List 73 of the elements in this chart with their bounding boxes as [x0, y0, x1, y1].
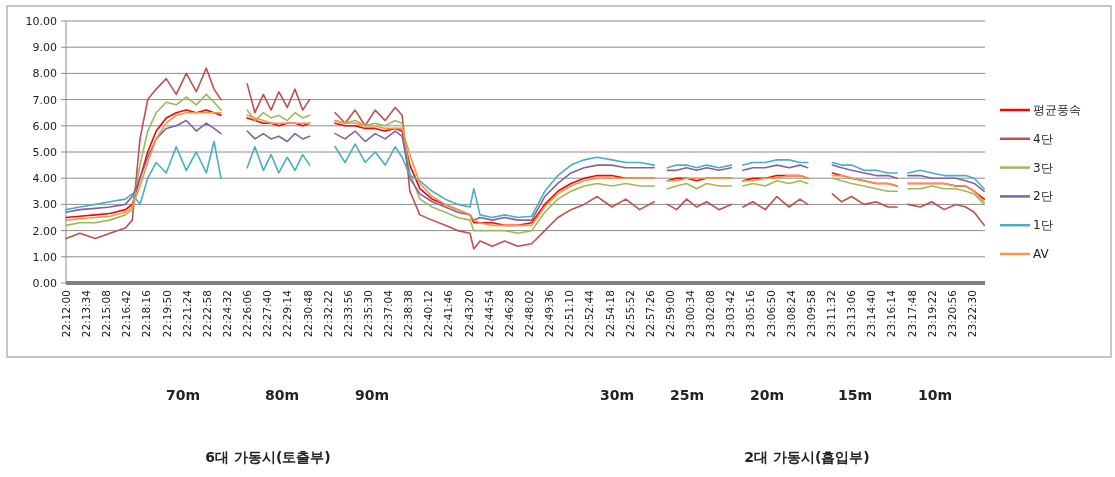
x-tick-label: 22:48:02 [523, 290, 536, 338]
text: 30m [599, 387, 635, 403]
x-tick-label: 22:19:50 [160, 290, 173, 338]
x-tick-label: 22:40:12 [422, 290, 435, 338]
text: 10m [917, 387, 953, 403]
legend-label: 평균풍속 [1033, 103, 1081, 117]
x-tick-label: 23:13:06 [845, 289, 858, 338]
legend-label: 3단 [1033, 160, 1053, 175]
y-tick-label: 6.00 [32, 119, 57, 133]
text: 25m [669, 387, 705, 403]
x-tick-label: 22:26:06 [241, 289, 254, 338]
x-tick-label: 22:57:26 [643, 289, 656, 338]
x-tick-label: 22:38:38 [402, 290, 415, 338]
x-tick-label: 22:22:58 [200, 290, 213, 338]
x-tick-label: 22:24:32 [221, 290, 234, 338]
text: 2대 가동시(흡입부) [744, 449, 870, 465]
x-tick-label: 22:52:44 [583, 289, 596, 338]
x-tick-label: 22:12:00 [60, 290, 72, 338]
x-tick-label: 22:46:28 [502, 290, 515, 338]
legend-label: AV [1033, 247, 1050, 261]
x-tick-label: 23:08:24 [784, 289, 797, 338]
y-tick-label: 7.00 [32, 93, 57, 107]
x-tick-label: 22:44:54 [482, 289, 495, 338]
x-tick-label: 22:27:40 [261, 290, 274, 338]
x-tick-label: 22:54:18 [603, 290, 616, 338]
x-tick-label: 23:22:30 [965, 290, 978, 338]
text: 6대 가동시(토출부) [205, 449, 331, 465]
x-tick-label: 22:32:22 [321, 290, 334, 338]
x-tick-label: 23:06:50 [764, 290, 777, 338]
x-tick-label: 22:41:46 [442, 289, 455, 338]
x-tick-label: 22:55:52 [623, 290, 636, 338]
legend-label: 4단 [1033, 131, 1053, 146]
y-tick-label: 8.00 [32, 67, 57, 81]
x-tick-label: 22:35:30 [361, 290, 374, 338]
legend-label: 2단 [1033, 189, 1053, 204]
y-tick-label: 5.00 [32, 146, 57, 159]
x-tick-label: 23:05:16 [744, 289, 757, 338]
y-tick-label: 3.00 [32, 198, 57, 212]
x-tick-label: 22:51:10 [563, 290, 576, 338]
x-tick-label: 23:16:14 [885, 289, 898, 338]
x-tick-label: 22:30:48 [301, 290, 314, 338]
x-tick-label: 22:21:24 [180, 289, 193, 338]
x-tick-label: 23:19:22 [925, 290, 938, 338]
x-tick-label: 22:59:00 [663, 290, 676, 338]
x-tick-label: 23:17:48 [905, 290, 918, 338]
text: 15m [837, 387, 873, 403]
x-tick-label: 22:49:36 [543, 289, 556, 338]
text: 90m [354, 387, 390, 403]
y-tick-label: 1.00 [32, 250, 57, 264]
x-tick-label: 22:29:14 [281, 289, 294, 338]
x-tick-label: 22:15:08 [100, 290, 113, 338]
x-tick-label: 22:37:04 [382, 289, 395, 338]
x-tick-label: 23:03:42 [724, 290, 737, 338]
x-tick-label: 22:13:34 [80, 289, 93, 338]
x-tick-label: 23:14:40 [865, 290, 878, 338]
x-tick-label: 23:20:56 [945, 289, 958, 338]
y-tick-label: 9.00 [32, 41, 57, 55]
y-tick-label: 0.00 [32, 277, 57, 290]
x-tick-label: 23:11:32 [824, 290, 837, 338]
x-tick-label: 23:09:58 [804, 290, 817, 338]
text: 70m [165, 387, 201, 403]
legend-label: 1단 [1033, 218, 1053, 233]
x-tick-label: 22:33:56 [341, 289, 354, 338]
x-tick-label: 23:02:08 [704, 290, 717, 338]
text: 80m [264, 387, 300, 403]
x-tick-label: 22:43:20 [462, 290, 475, 338]
x-tick-label: 22:16:42 [120, 290, 133, 338]
y-tick-label: 10.00 [25, 15, 57, 28]
y-tick-label: 2.00 [32, 224, 57, 238]
text: 20m [749, 387, 785, 403]
y-tick-label: 4.00 [32, 172, 57, 186]
x-tick-label: 23:00:34 [684, 289, 697, 338]
x-tick-label: 22:18:16 [140, 289, 153, 338]
